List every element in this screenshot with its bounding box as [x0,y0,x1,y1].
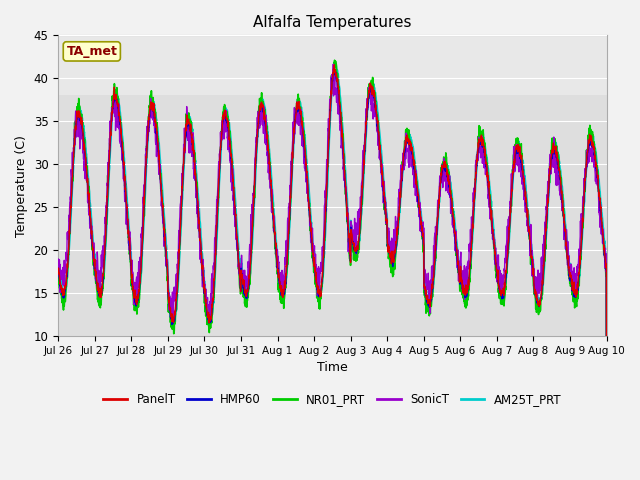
NR01_PRT [331,57,339,63]
Title: Alfalfa Temperatures: Alfalfa Temperatures [253,15,412,30]
Line: PanelT: PanelT [58,65,607,426]
PanelT [554,164,562,170]
AM25T_PRT [570,288,577,294]
NR01_PRT [570,292,577,298]
HMP60 [349,238,356,244]
PanelT [349,236,356,241]
AM25T_PRT [603,418,611,424]
PanelT [330,62,338,68]
SonicT [554,181,562,187]
HMP60 [207,314,215,320]
PanelT [54,268,62,274]
SonicT [360,144,368,150]
AM25T_PRT [207,315,215,321]
HMP60 [492,260,500,266]
SonicT [492,257,500,263]
PanelT [603,423,611,429]
SonicT [54,268,62,274]
Line: NR01_PRT: NR01_PRT [58,60,607,415]
AM25T_PRT [332,62,340,68]
PanelT [492,259,500,265]
AM25T_PRT [554,151,562,157]
HMP60 [54,269,62,275]
HMP60 [554,166,562,171]
PanelT [360,152,368,158]
Line: SonicT: SonicT [58,64,607,413]
NR01_PRT [349,245,356,251]
HMP60 [570,293,577,299]
NR01_PRT [554,154,562,159]
Text: TA_met: TA_met [67,45,117,58]
Line: HMP60: HMP60 [58,72,607,421]
AM25T_PRT [349,230,356,236]
SonicT [330,61,337,67]
PanelT [570,289,577,295]
PanelT [207,315,215,321]
HMP60 [330,69,338,74]
AM25T_PRT [54,256,62,262]
Line: AM25T_PRT: AM25T_PRT [58,65,607,421]
SonicT [349,229,356,235]
NR01_PRT [603,412,611,418]
AM25T_PRT [492,250,500,256]
SonicT [207,306,215,312]
SonicT [603,410,611,416]
X-axis label: Time: Time [317,361,348,374]
NR01_PRT [492,257,500,263]
AM25T_PRT [360,162,368,168]
NR01_PRT [207,315,215,321]
HMP60 [360,155,368,161]
NR01_PRT [360,152,368,157]
Y-axis label: Temperature (C): Temperature (C) [15,135,28,237]
Bar [58,96,607,336]
NR01_PRT [54,277,62,283]
HMP60 [603,418,611,424]
Legend: PanelT, HMP60, NR01_PRT, SonicT, AM25T_PRT: PanelT, HMP60, NR01_PRT, SonicT, AM25T_P… [99,389,566,411]
SonicT [570,287,577,293]
